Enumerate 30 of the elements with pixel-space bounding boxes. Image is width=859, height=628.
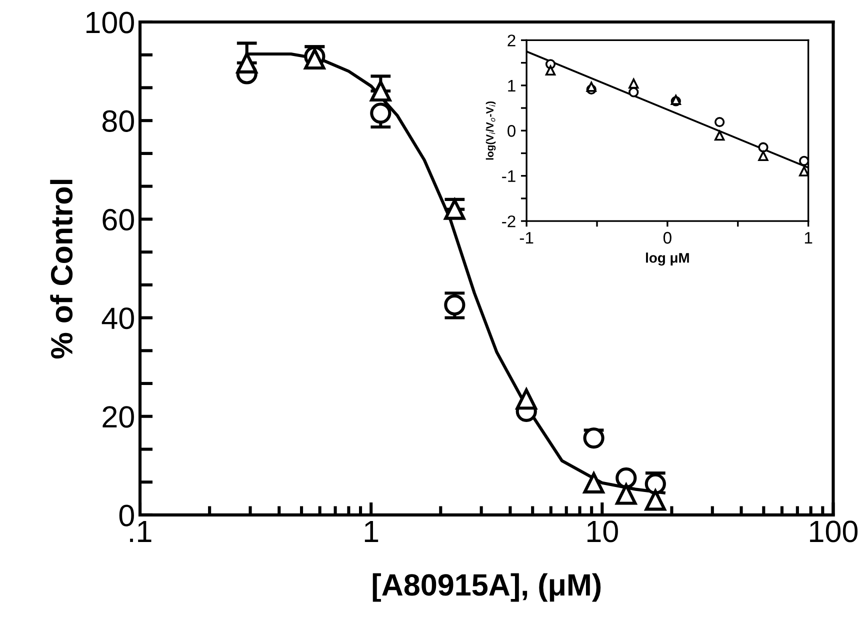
x-tick-label: 10 <box>587 520 618 542</box>
y-tick-label: 1 <box>508 80 516 92</box>
point <box>758 150 768 162</box>
x-tick-label: 1 <box>364 520 378 542</box>
point <box>628 78 639 89</box>
y-tick-label: 2 <box>508 34 516 46</box>
x-tick-label: 0 <box>663 232 672 244</box>
y-tick-label: 80 <box>102 110 134 132</box>
y-tick-label: -1 <box>502 170 516 182</box>
point <box>799 156 808 166</box>
point <box>586 82 596 92</box>
y-tick-label: -2 <box>502 215 516 228</box>
point <box>799 166 808 176</box>
x-tick-label: -1 <box>520 232 534 244</box>
y-tick-label: 100 <box>86 12 134 34</box>
point <box>714 130 725 141</box>
x-axis-title: [A80915A], (μM) <box>372 573 601 602</box>
y-tick-label: 40 <box>102 308 134 330</box>
y-axis-title: % of Control <box>50 180 73 359</box>
point <box>545 65 556 76</box>
point <box>758 142 768 152</box>
y-tick-label: 0 <box>508 125 516 137</box>
x-tick-label: 1 <box>804 232 812 244</box>
y-tick-label: 20 <box>102 406 134 428</box>
x-axis-title: log μM <box>646 252 689 266</box>
y-tick-label: 60 <box>102 208 134 231</box>
x-tick-label: 100 <box>810 520 858 542</box>
point <box>714 116 725 128</box>
point <box>628 87 639 98</box>
y-axis-title: log(V$_{i}$/V$_{o}$-V$_{i}$) <box>486 101 496 160</box>
